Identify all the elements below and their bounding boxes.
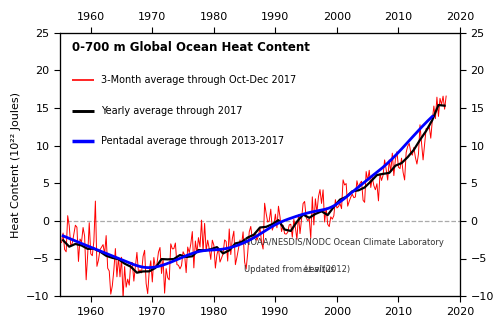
- Text: Yearly average through 2017: Yearly average through 2017: [101, 106, 242, 115]
- Text: 3-Month average through Oct-Dec 2017: 3-Month average through Oct-Dec 2017: [101, 75, 296, 85]
- Text: 0-700 m Global Ocean Heat Content: 0-700 m Global Ocean Heat Content: [72, 41, 310, 54]
- Text: Updated from Levitus: Updated from Levitus: [244, 265, 338, 273]
- Y-axis label: Heat Content (10²² Joules): Heat Content (10²² Joules): [10, 91, 20, 238]
- Text: Pentadal average through 2013-2017: Pentadal average through 2013-2017: [101, 136, 284, 146]
- Text: et al.: et al.: [303, 265, 324, 273]
- Text: NOAA/NESDIS/NODC Ocean Climate Laboratory: NOAA/NESDIS/NODC Ocean Climate Laborator…: [244, 238, 444, 247]
- Text: (2012): (2012): [320, 265, 350, 273]
